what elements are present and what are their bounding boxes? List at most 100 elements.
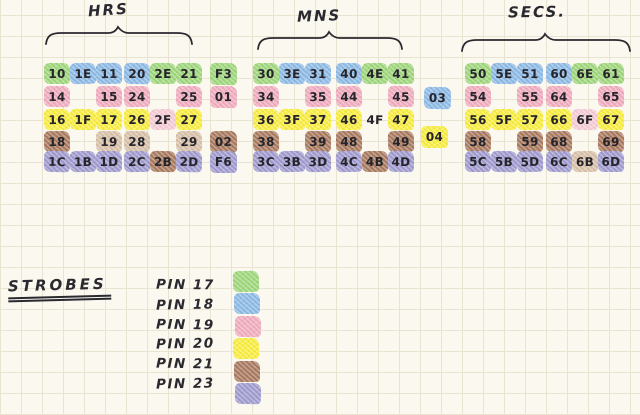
cell-45: 45	[387, 85, 415, 108]
mns-brace-path	[257, 30, 403, 50]
strobe-swatch-pink	[234, 315, 262, 338]
cell-1c: 1C	[43, 150, 71, 173]
cell-03: 03	[423, 86, 452, 110]
cell-10: 10	[43, 62, 71, 85]
cell-3e: 3E	[278, 62, 306, 85]
cell-21: 21	[175, 62, 203, 85]
secs-group-label: SECS.	[507, 2, 567, 22]
pin-label-pin-19: PIN 19	[155, 316, 215, 334]
cell-16: 16	[43, 108, 71, 131]
mns-group-label: MNS	[296, 6, 342, 26]
cell-14: 14	[43, 85, 71, 108]
cell-57: 57	[516, 108, 544, 131]
cell-65: 65	[597, 85, 625, 108]
cell-46: 46	[335, 108, 363, 131]
cell-f3: F3	[209, 62, 238, 86]
cell-6b: 6B	[571, 150, 599, 173]
cell-6c: 6C	[545, 150, 573, 173]
cell-55: 55	[516, 85, 544, 108]
cell-66: 66	[545, 108, 573, 131]
cell-2c: 2C	[123, 150, 151, 173]
strobe-swatch-yellow	[232, 337, 260, 360]
cell-35: 35	[304, 85, 332, 108]
cell-5f: 5F	[490, 108, 518, 131]
cell-69: 69	[597, 130, 625, 153]
cell-4e: 4E	[361, 62, 389, 85]
cell-1d: 1D	[95, 150, 123, 173]
cell-36: 36	[252, 108, 280, 131]
cell-2f: 2F	[149, 108, 177, 131]
cell-5c: 5C	[464, 150, 492, 173]
cell-4d: 4D	[387, 150, 415, 173]
cell-3d: 3D	[304, 150, 332, 173]
cell-44: 44	[335, 85, 363, 108]
pin-label-pin-23: PIN 23	[155, 375, 215, 393]
pin-label-pin-17: PIN 17	[155, 276, 215, 294]
cell-20: 20	[123, 62, 151, 85]
cell-6d: 6D	[597, 150, 625, 173]
cell-4b: 4B	[361, 150, 389, 173]
hrs-group-label: HRS	[87, 0, 130, 21]
cell-64: 64	[545, 85, 573, 108]
cell-2d: 2D	[175, 150, 203, 173]
pin-label-pin-21: PIN 21	[155, 355, 215, 373]
cell-37: 37	[304, 108, 332, 131]
cell-38: 38	[252, 130, 280, 153]
cell-59: 59	[516, 130, 544, 153]
cell-58: 58	[464, 130, 492, 153]
cell-1e: 1E	[69, 62, 97, 85]
cell-04: 04	[420, 125, 449, 149]
cell-1b: 1B	[69, 150, 97, 173]
cell-51: 51	[516, 62, 544, 85]
cell-5d: 5D	[516, 150, 544, 173]
pin-label-pin-20: PIN 20	[155, 335, 215, 354]
cell-2b: 2B	[149, 150, 177, 173]
cell-1f: 1F	[69, 108, 97, 131]
cell-60: 60	[545, 62, 573, 85]
cell-3c: 3C	[252, 150, 280, 173]
cell-18: 18	[43, 130, 71, 153]
strobe-swatch-blue	[233, 293, 261, 315]
cell-f6: F6	[209, 150, 238, 174]
cell-49: 49	[387, 130, 415, 153]
cell-24: 24	[123, 85, 151, 108]
cell-54: 54	[464, 85, 492, 108]
pin-label-pin-18: PIN 18	[155, 296, 215, 314]
cell-4f: 4F	[366, 112, 384, 127]
cell-6f: 6F	[571, 108, 599, 131]
cell-19: 19	[95, 130, 123, 153]
cell-30: 30	[252, 62, 280, 85]
cell-41: 41	[387, 62, 415, 85]
cell-01: 01	[209, 85, 238, 109]
cell-26: 26	[123, 108, 151, 131]
cell-02: 02	[209, 130, 238, 154]
cell-39: 39	[304, 130, 332, 153]
cell-47: 47	[387, 108, 415, 131]
cell-48: 48	[335, 130, 363, 153]
cell-31: 31	[304, 62, 332, 85]
cell-3b: 3B	[278, 150, 306, 173]
strobe-swatch-purple	[234, 382, 262, 405]
cell-28: 28	[123, 130, 151, 153]
cell-2e: 2E	[149, 62, 177, 85]
mns-brace	[257, 30, 403, 50]
cell-40: 40	[335, 62, 363, 85]
cell-50: 50	[464, 62, 492, 85]
strobe-swatch-brown	[233, 360, 261, 382]
cell-29: 29	[175, 130, 203, 153]
secs-brace-path	[461, 32, 631, 52]
cell-61: 61	[597, 62, 625, 85]
cell-27: 27	[175, 108, 203, 131]
cell-5b: 5B	[490, 150, 518, 173]
cell-56: 56	[464, 108, 492, 131]
hrs-brace	[45, 25, 193, 45]
cell-25: 25	[175, 85, 203, 108]
secs-brace	[461, 32, 631, 52]
strobe-swatch-green	[232, 270, 260, 293]
hrs-brace-path	[45, 25, 193, 45]
cell-15: 15	[95, 85, 123, 108]
cell-5e: 5E	[490, 62, 518, 85]
cell-4c: 4C	[335, 150, 363, 173]
cell-17: 17	[95, 108, 123, 131]
